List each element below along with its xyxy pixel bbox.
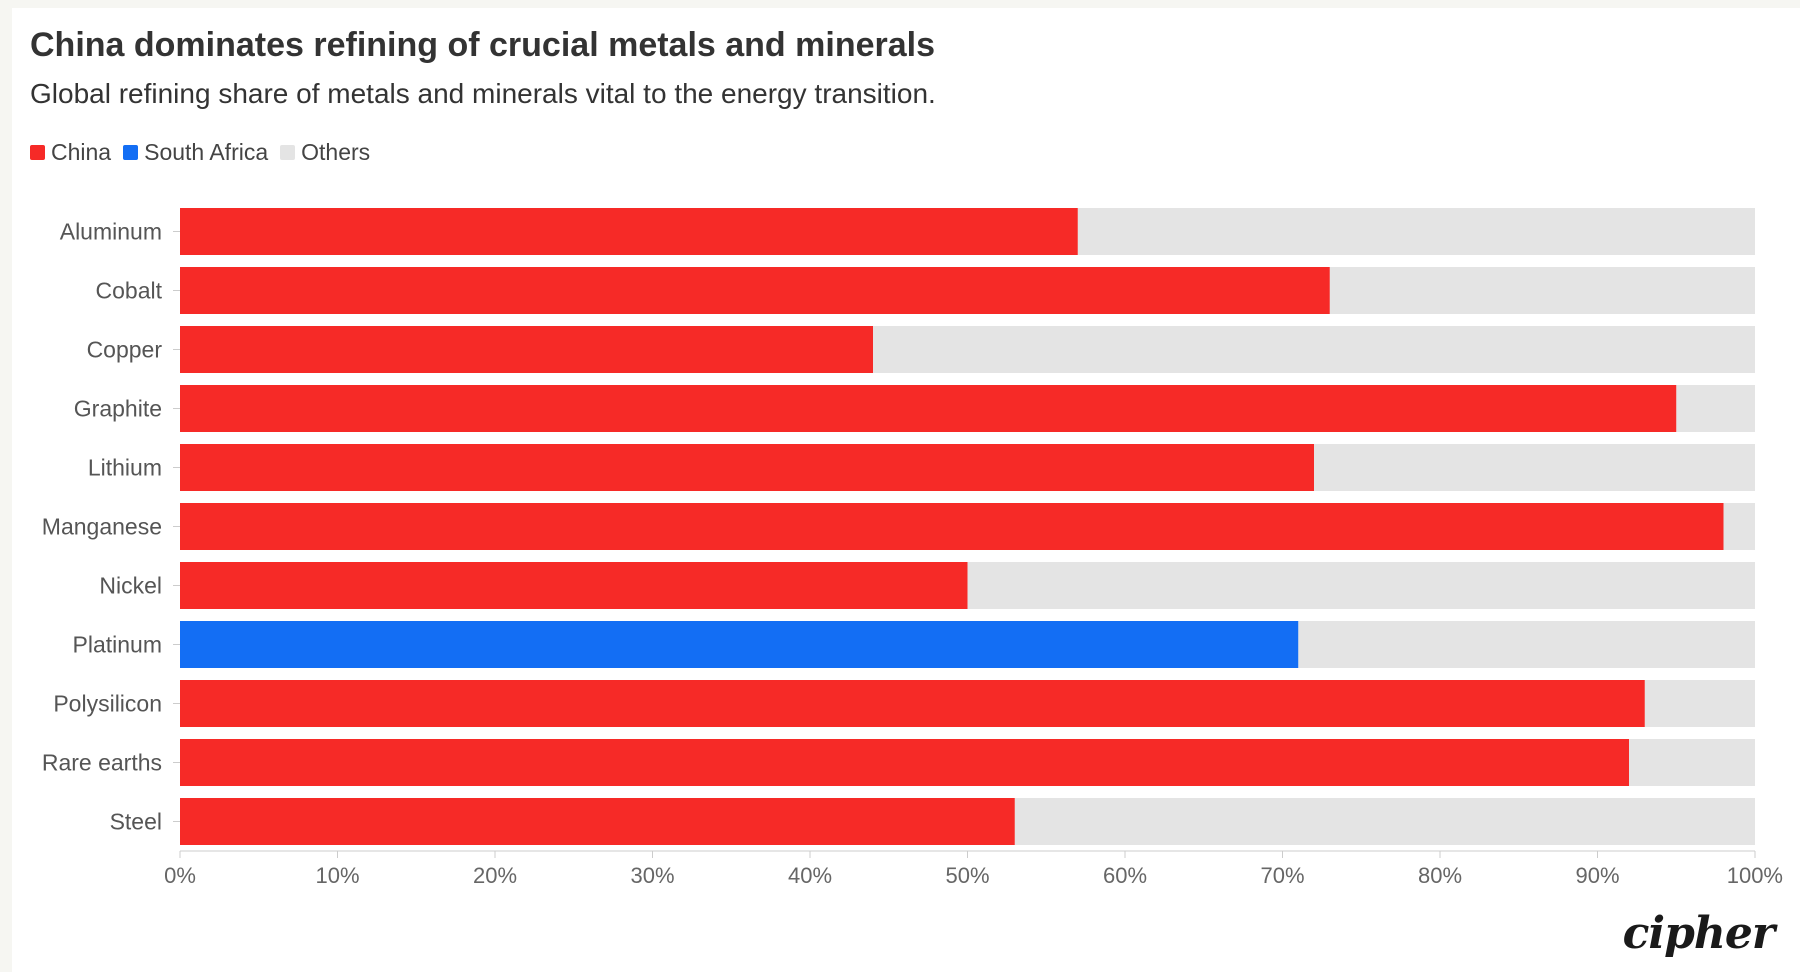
y-label-aluminum: Aluminum [60, 219, 162, 245]
bar-others-nickel [967, 562, 1755, 609]
bar-others-platinum [1298, 621, 1755, 668]
bar-leader-nickel [180, 562, 968, 609]
bar-others-polysilicon [1644, 680, 1755, 727]
y-label-platinum: Platinum [73, 632, 162, 658]
bar-others-rare-earths [1629, 739, 1755, 786]
legend-swatch-south-africa [123, 145, 139, 160]
y-label-lithium: Lithium [88, 455, 162, 481]
bar-leader-graphite [180, 385, 1677, 432]
legend-item-china: China [30, 139, 111, 166]
legend-swatch-others [280, 145, 296, 160]
legend-item-south-africa: South Africa [123, 139, 268, 166]
bar-others-cobalt [1329, 267, 1755, 314]
x-tick-label-8: 80% [1418, 863, 1462, 888]
y-label-manganese: Manganese [42, 514, 162, 540]
x-tick-label-5: 50% [945, 863, 989, 888]
bar-others-graphite [1676, 385, 1755, 432]
y-label-steel: Steel [110, 809, 162, 835]
bar-leader-cobalt [180, 267, 1330, 314]
bar-others-manganese [1723, 503, 1755, 550]
y-label-copper: Copper [87, 337, 163, 363]
bar-leader-aluminum [180, 208, 1078, 255]
bar-others-steel [1014, 798, 1755, 845]
bar-leader-manganese [180, 503, 1724, 550]
bar-leader-platinum [180, 621, 1299, 668]
x-tick-label-6: 60% [1103, 863, 1147, 888]
legend-item-others: Others [280, 139, 370, 166]
y-label-graphite: Graphite [74, 396, 162, 422]
bar-others-lithium [1314, 444, 1755, 491]
y-label-nickel: Nickel [99, 573, 162, 599]
legend-label-others: Others [301, 139, 371, 165]
legend-label-china: China [51, 139, 112, 165]
x-tick-label-4: 40% [788, 863, 832, 888]
bar-others-aluminum [1077, 208, 1755, 255]
chart-subtitle: Global refining share of metals and mine… [30, 78, 936, 109]
y-label-rare-earths: Rare earths [42, 750, 162, 776]
bar-leader-copper [180, 326, 873, 373]
x-tick-label-1: 10% [315, 863, 359, 888]
x-tick-label-7: 70% [1260, 863, 1304, 888]
bar-leader-steel [180, 798, 1015, 845]
bar-leader-polysilicon [180, 680, 1645, 727]
x-tick-label-9: 90% [1575, 863, 1619, 888]
chart-title: China dominates refining of crucial meta… [30, 26, 936, 64]
x-tick-label-3: 30% [630, 863, 674, 888]
y-label-cobalt: Cobalt [96, 278, 163, 304]
x-tick-label-10: 100% [1727, 863, 1783, 888]
y-label-polysilicon: Polysilicon [53, 691, 162, 717]
bar-leader-lithium [180, 444, 1314, 491]
legend: China South Africa Others [30, 139, 382, 166]
x-tick-label-0: 0% [164, 863, 196, 888]
legend-swatch-china [30, 145, 45, 160]
legend-label-south-africa: South Africa [144, 139, 269, 165]
bar-leader-rare-earths [180, 739, 1629, 786]
x-tick-label-2: 20% [473, 863, 517, 888]
cipher-logo: cipher [1622, 908, 1775, 959]
bar-others-copper [873, 326, 1755, 373]
